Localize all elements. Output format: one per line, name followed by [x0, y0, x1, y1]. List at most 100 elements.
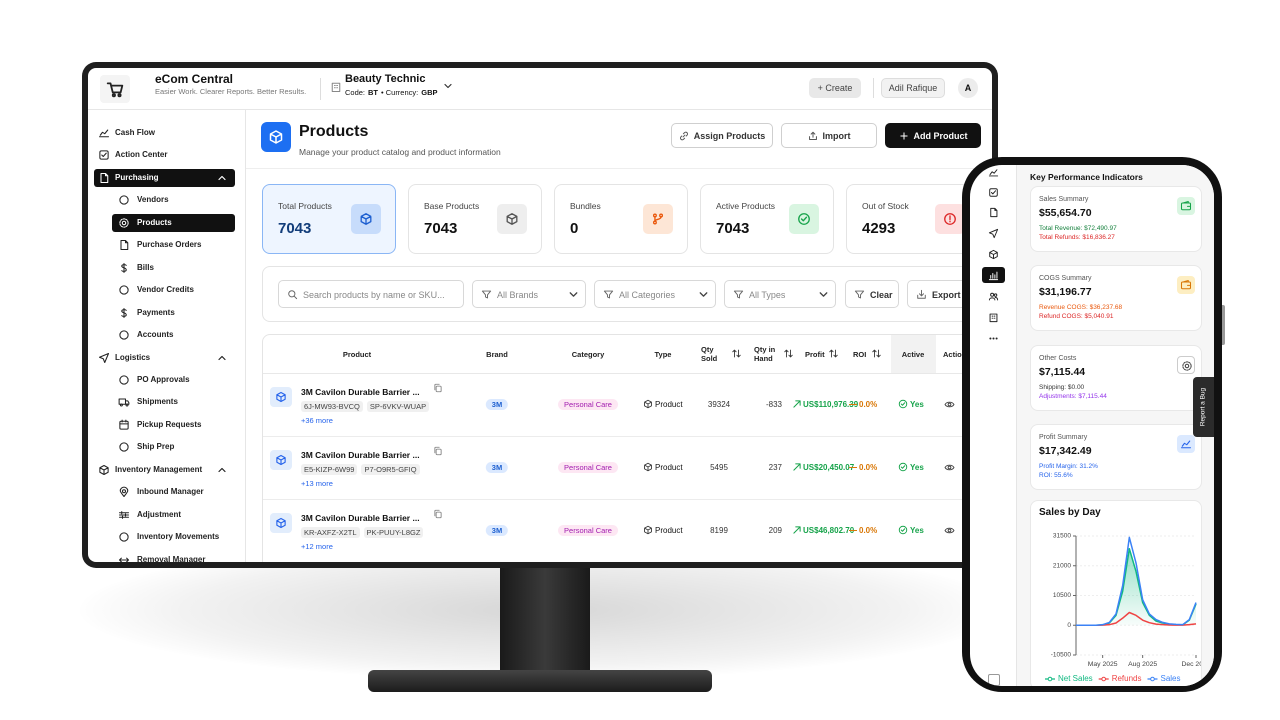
- icon-part: [121, 220, 127, 226]
- icon-part: [900, 528, 906, 532]
- icon-part: [333, 84, 339, 89]
- icon-part: [218, 175, 226, 180]
- column-header[interactable]: ROI: [853, 350, 867, 359]
- icon-part: [993, 293, 998, 297]
- stat-card[interactable]: Total Products 7043: [262, 184, 396, 254]
- sidebar-item[interactable]: Logistics: [94, 349, 235, 367]
- sidebar-subitem[interactable]: Bills: [112, 259, 235, 277]
- table-row[interactable]: 3M Cavilon Durable Barrier ... 6J-MW93-BV…: [263, 374, 992, 437]
- filter-brands[interactable]: All Brands: [472, 280, 586, 308]
- sliders-icon: [118, 510, 130, 519]
- download-icon: [917, 289, 926, 299]
- column-header: Active: [901, 350, 925, 359]
- icon-part: [119, 532, 129, 542]
- rail-active[interactable]: [982, 267, 1005, 283]
- column-header[interactable]: Qty in Hand: [754, 345, 776, 363]
- icon-part: [121, 307, 127, 318]
- business-name: Beauty Technic: [345, 73, 426, 85]
- sidebar-sublabel: Inbound Manager: [137, 487, 204, 497]
- page-action-button[interactable]: Add Product: [885, 123, 981, 148]
- chart-card: Sales by Day 31500 21000 10500 0 -10500 May 20…: [1030, 500, 1202, 686]
- sidebar-subitem[interactable]: Inbound Manager: [112, 483, 235, 501]
- sidebar-subitem[interactable]: Payments: [112, 304, 235, 322]
- kpi-card-value: $17,342.49: [1039, 445, 1092, 457]
- cube-icon: [276, 454, 286, 466]
- sidebar-item[interactable]: Action Center: [94, 146, 235, 164]
- page-subtitle: Manage your product catalog and product …: [299, 147, 501, 157]
- sidebar-item[interactable]: Inventory Management: [94, 461, 235, 479]
- sidebar-subitem[interactable]: Accounts: [112, 326, 235, 344]
- filter-export[interactable]: Export: [907, 280, 967, 308]
- filter-types[interactable]: All Types: [724, 280, 836, 308]
- icon-part: [917, 289, 926, 299]
- brand-chip: 3M: [485, 399, 509, 410]
- sidebar-item[interactable]: Cash Flow: [94, 124, 235, 142]
- sidebar-subitem[interactable]: Pickup Requests: [112, 416, 235, 434]
- y-tick-label: 10500: [1053, 592, 1071, 599]
- sidebar-subitem[interactable]: Purchase Orders: [112, 236, 235, 254]
- page-action-button[interactable]: Import: [781, 123, 877, 148]
- sidebar-subitem[interactable]: Inventory Movements: [112, 528, 235, 546]
- sidebar-subitem[interactable]: Vendors: [112, 191, 235, 209]
- page-action-button[interactable]: Assign Products: [671, 123, 773, 148]
- icon-part: [654, 216, 662, 222]
- icon-part: [101, 153, 107, 158]
- qty-sold: 5495: [710, 463, 728, 472]
- column-header[interactable]: Profit: [805, 350, 825, 359]
- stat-icon: [935, 204, 965, 234]
- stat-value: 7043: [716, 220, 750, 237]
- header-separator: [320, 78, 321, 100]
- stat-card[interactable]: Bundles 0: [554, 184, 688, 254]
- more-skus[interactable]: +12 more: [301, 542, 333, 551]
- icon-part: [947, 465, 952, 470]
- sort-icon: [829, 349, 838, 358]
- icon-part: [331, 82, 341, 93]
- icon-part: [434, 509, 440, 517]
- legend-label: Refunds: [1112, 674, 1142, 683]
- category-chip: Personal Care: [558, 462, 618, 473]
- sidebar-subitem[interactable]: Ship Prep: [112, 438, 235, 456]
- sidebar-subitem[interactable]: Adjustment: [112, 506, 235, 524]
- kpi-icon: [1177, 356, 1195, 374]
- sidebar-subitem[interactable]: Shipments: [112, 393, 235, 411]
- icon-part: [989, 313, 998, 323]
- sidebar-subitem[interactable]: PO Approvals: [112, 371, 235, 389]
- chevu-icon: [218, 175, 226, 180]
- copy-icon: [434, 509, 442, 519]
- eye-icon: [944, 464, 955, 471]
- avatar[interactable]: A: [958, 78, 978, 98]
- icon-part: [293, 295, 298, 300]
- table-row[interactable]: 3M Cavilon Durable Barrier ... KR-AXFZ-X2…: [263, 500, 992, 562]
- create-button[interactable]: + Create: [809, 78, 861, 98]
- stat-card[interactable]: Base Products 7043: [408, 184, 542, 254]
- sidebar-item[interactable]: Purchasing: [94, 168, 235, 187]
- sidebar-subitem[interactable]: Vendor Credits: [112, 281, 235, 299]
- sidebar-sublabel: Ship Prep: [137, 442, 175, 452]
- x-tick-label: May 2025: [1088, 661, 1118, 668]
- sidebar-subitem[interactable]: Products: [112, 213, 235, 232]
- stat-card[interactable]: Active Products 7043: [700, 184, 834, 254]
- icon-part: [119, 442, 129, 452]
- page-title: Products: [299, 123, 369, 140]
- circle-icon: [119, 532, 129, 542]
- kpi-card: Profit Summary $17,342.49 Profit Margin: 3…: [1030, 424, 1202, 490]
- filter-clear[interactable]: Clear: [845, 280, 899, 308]
- cube-icon: [360, 213, 372, 225]
- user-button[interactable]: Adil Rafique: [881, 78, 945, 98]
- more-skus[interactable]: +36 more: [301, 416, 333, 425]
- cube-icon: [276, 391, 286, 403]
- stat-card[interactable]: Out of Stock 4293: [846, 184, 980, 254]
- sidebar-subitem[interactable]: Removal Manager: [112, 551, 235, 562]
- table-row[interactable]: 3M Cavilon Durable Barrier ... E5-KIZP-6W…: [263, 437, 992, 500]
- product-icon: [270, 513, 292, 533]
- report-bug-tab[interactable]: Report a Bug: [1193, 377, 1214, 437]
- qty-sold: 8199: [710, 526, 728, 535]
- icon-part: [990, 292, 995, 297]
- filter-categories[interactable]: All Categories: [594, 280, 716, 308]
- chart: 31500 21000 10500 0 -10500 May 2025 Aug 2025 De…: [1045, 533, 1201, 683]
- more-skus[interactable]: +13 more: [301, 479, 333, 488]
- filter-search[interactable]: Search products by name or SKU...: [278, 280, 464, 308]
- stat-label: Out of Stock: [862, 201, 909, 211]
- column-header[interactable]: Qty Sold: [701, 345, 718, 363]
- kpi-card: Other Costs $7,115.44 Shipping: $0.00 Adjus…: [1030, 345, 1202, 411]
